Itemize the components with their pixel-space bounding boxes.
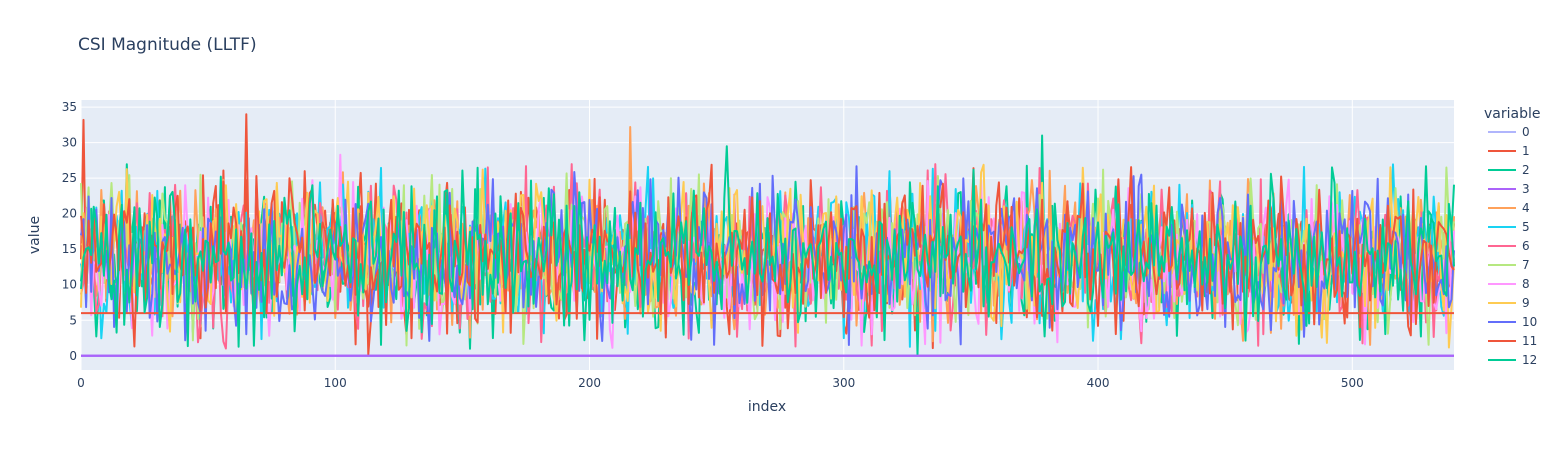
series-lines <box>80 113 1455 357</box>
y-tick-label: 30 <box>62 136 77 150</box>
legend-item-10[interactable]: 10 <box>1488 315 1537 329</box>
legend-item-7[interactable]: 7 <box>1488 258 1530 272</box>
series-line-12[interactable] <box>80 145 1455 348</box>
legend-item-5[interactable]: 5 <box>1488 220 1530 234</box>
legend-item-6[interactable]: 6 <box>1488 239 1530 253</box>
legend-label: 12 <box>1522 353 1537 367</box>
legend-label: 9 <box>1522 296 1530 310</box>
legend-item-0[interactable]: 0 <box>1488 125 1530 139</box>
legend-item-4[interactable]: 4 <box>1488 201 1530 215</box>
y-tick-label: 15 <box>62 242 77 256</box>
x-tick-label: 500 <box>1341 376 1364 390</box>
legend-item-9[interactable]: 9 <box>1488 296 1530 310</box>
legend-label: 0 <box>1522 125 1530 139</box>
legend-label: 10 <box>1522 315 1537 329</box>
legend-label: 8 <box>1522 277 1530 291</box>
x-tick-label: 0 <box>77 376 85 390</box>
y-tick-label: 0 <box>69 349 77 363</box>
legend-label: 4 <box>1522 201 1530 215</box>
x-tick-label: 200 <box>578 376 601 390</box>
y-axis-ticks: 0 5 10 15 20 25 30 35 <box>62 100 77 363</box>
legend-label: 2 <box>1522 163 1530 177</box>
legend-item-8[interactable]: 8 <box>1488 277 1530 291</box>
y-axis-title: value <box>27 216 43 254</box>
chart-title: CSI Magnitude (LLTF) <box>78 35 257 55</box>
legend-item-1[interactable]: 1 <box>1488 144 1530 158</box>
x-tick-label: 100 <box>324 376 347 390</box>
y-tick-label: 10 <box>62 278 77 292</box>
x-tick-label: 400 <box>1087 376 1110 390</box>
y-tick-label: 35 <box>62 100 77 114</box>
legend-label: 6 <box>1522 239 1530 253</box>
y-tick-label: 5 <box>69 313 77 327</box>
legend-label: 1 <box>1522 144 1530 158</box>
legend-label: 5 <box>1522 220 1530 234</box>
y-tick-label: 20 <box>62 207 77 221</box>
legend-item-2[interactable]: 2 <box>1488 163 1530 177</box>
legend-item-11[interactable]: 11 <box>1488 334 1537 348</box>
x-tick-label: 300 <box>832 376 855 390</box>
legend-item-12[interactable]: 12 <box>1488 353 1537 367</box>
legend-label: 7 <box>1522 258 1530 272</box>
x-axis-title: index <box>748 399 786 415</box>
series-line-10[interactable] <box>80 165 1455 346</box>
legend-label: 11 <box>1522 334 1537 348</box>
legend-item-3[interactable]: 3 <box>1488 182 1530 196</box>
series-line-11[interactable] <box>80 113 1455 348</box>
legend-label: 3 <box>1522 182 1530 196</box>
y-tick-label: 25 <box>62 171 77 185</box>
x-axis-ticks: 0 100 200 300 400 500 <box>77 376 1364 390</box>
legend-title: variable <box>1484 106 1540 122</box>
